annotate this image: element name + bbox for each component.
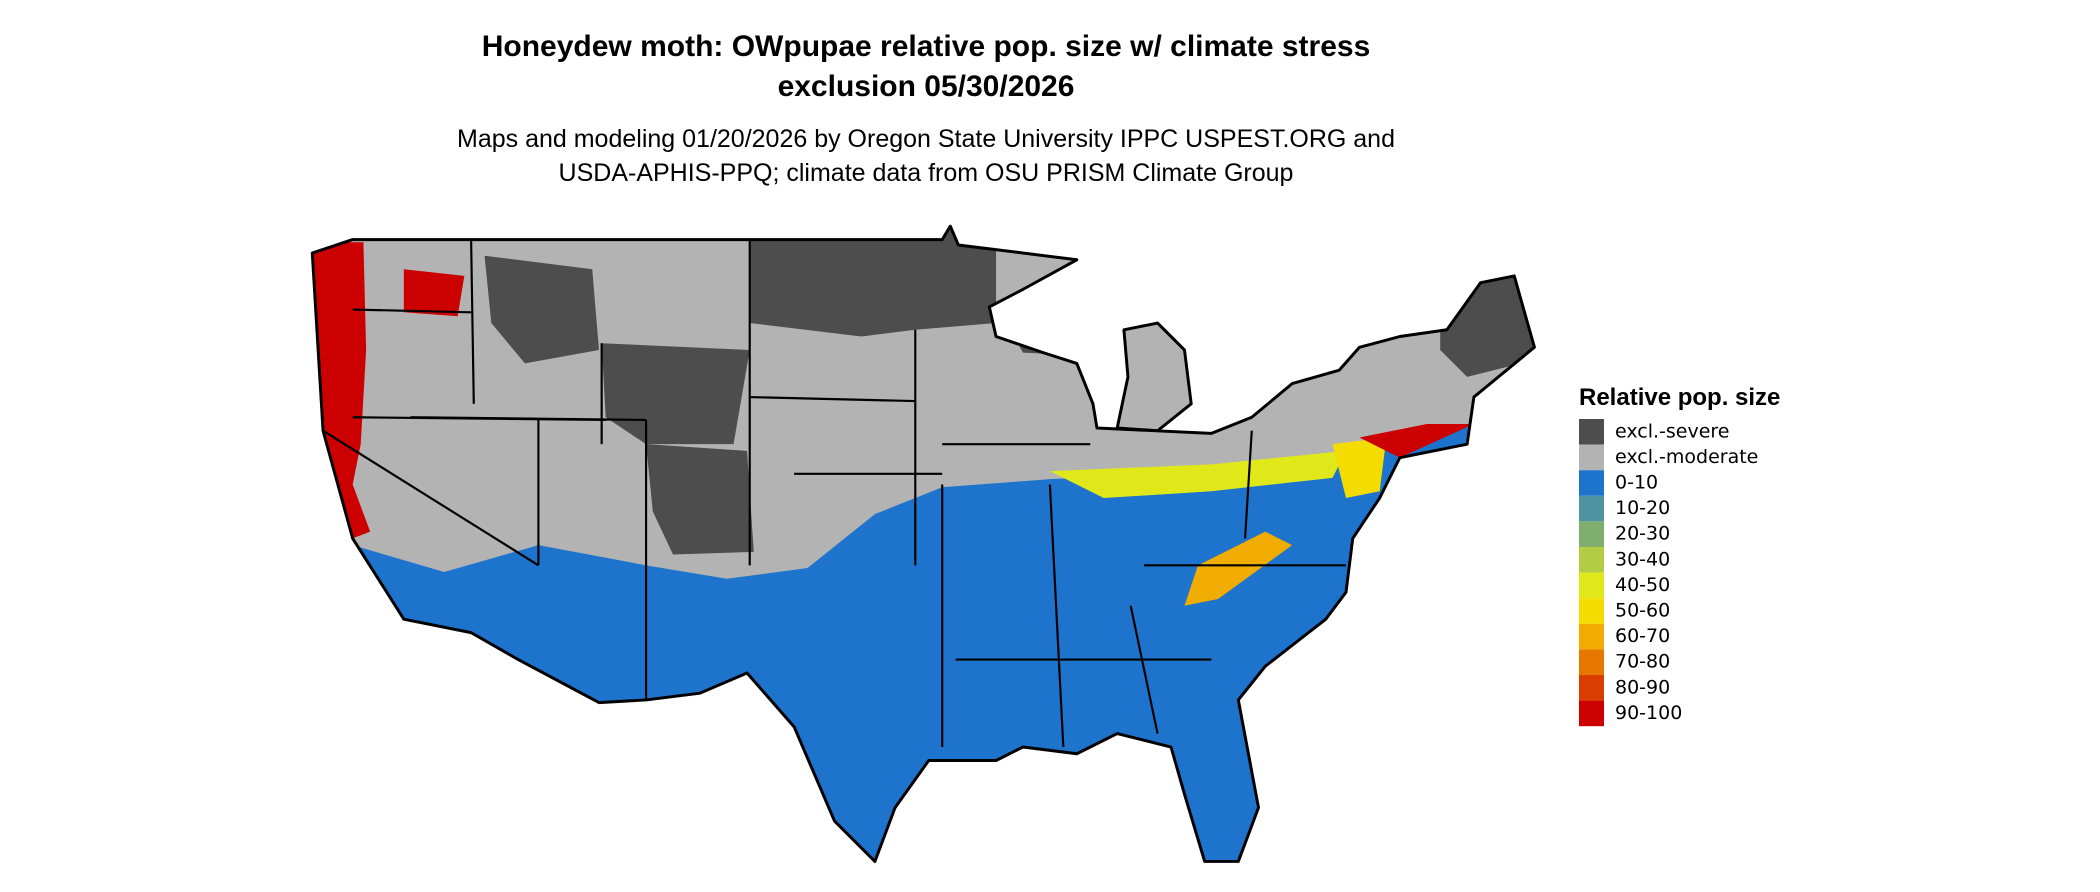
legend-label: excl.-moderate [1615,446,1758,468]
region-40-50 [1049,450,1346,499]
legend-title: Relative pop. size [1579,384,1780,411]
legend-label: 80-90 [1615,676,1670,698]
legend-swatch [1579,547,1604,573]
legend-swatch [1579,470,1604,496]
region-60-70 [1184,531,1293,606]
legend-swatch [1579,598,1604,624]
legend-swatch [1579,623,1604,650]
region-90-100 [312,242,371,539]
region-excl-severe [749,228,997,337]
legend-label: 20-30 [1615,523,1670,545]
legend-swatch [1579,419,1604,445]
legend-label: 30-40 [1615,548,1670,570]
legend-label: 50-60 [1615,600,1670,622]
legend-label: 0-10 [1615,472,1658,494]
legend-swatch [1579,495,1604,522]
legend-swatch [1579,444,1604,471]
state-borders [322,239,1346,748]
region-excl-severe [646,444,754,555]
legend-swatch [1579,521,1604,547]
region-excl-severe [601,343,750,445]
region-90-100 [1359,423,1474,458]
legend-label: excl.-severe [1615,420,1730,442]
legend-label: 70-80 [1615,651,1670,673]
title: Honeydew moth: OWpupae relative pop. siz… [482,30,1371,63]
legend: excl.-severe excl.-moderate 0-10 10-20 20-30… [1579,419,1758,727]
region-excl-severe [1440,269,1535,377]
legend-swatch [1579,649,1604,675]
region-excl-severe [484,255,599,364]
legend-label: 60-70 [1615,625,1670,647]
legend-swatch [1579,572,1604,599]
title: exclusion 05/30/2026 [778,70,1075,103]
legend-swatch [1579,675,1604,701]
us-map [310,224,1536,863]
legend-label: 40-50 [1615,574,1670,596]
subtitle: USDA-APHIS-PPQ; climate data from OSU PR… [559,159,1294,187]
region-90-100 [403,269,465,317]
region-50-60 [1332,437,1387,499]
legend-label: 90-100 [1615,702,1682,724]
legend-swatch [1579,700,1604,727]
subtitle: Maps and modeling 01/20/2026 by Oregon S… [457,125,1395,153]
legend-label: 10-20 [1615,497,1670,519]
